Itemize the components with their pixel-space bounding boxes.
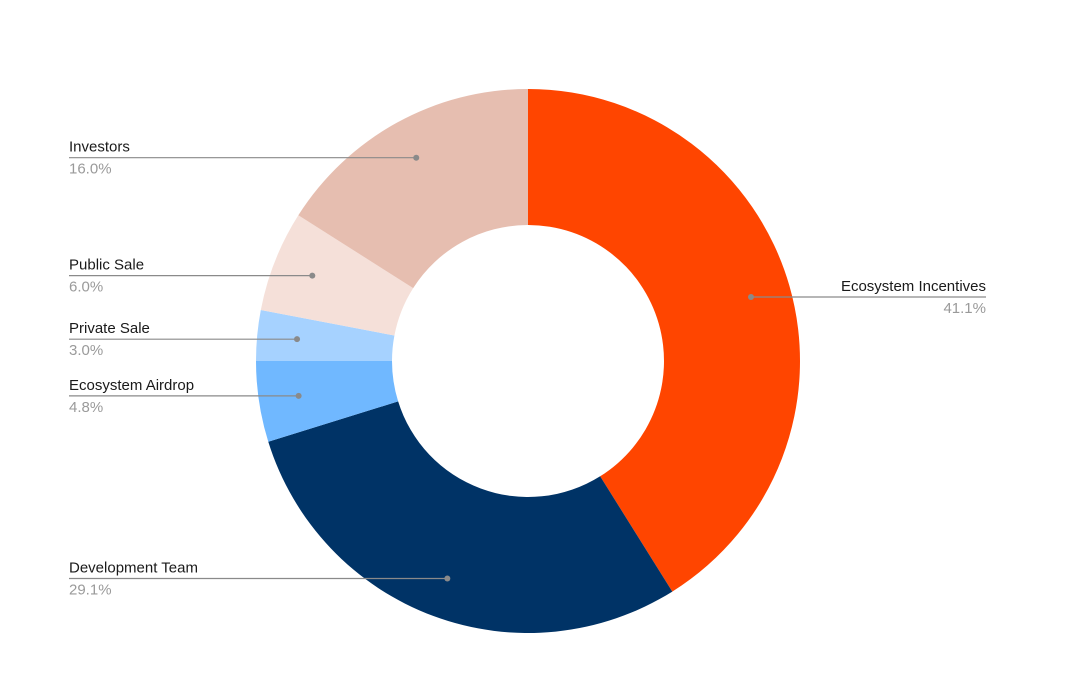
label-group-investors: Investors 16.0%: [69, 139, 420, 178]
slice-value-development-team: 29.1%: [69, 582, 112, 599]
label-group-ecosystem-incentives: Ecosystem Incentives 41.1%: [747, 278, 986, 317]
slice-value-investors: 16.0%: [69, 161, 112, 178]
label-group-ecosystem-airdrop: Ecosystem Airdrop 4.8%: [69, 377, 302, 416]
slice-ecosystem-incentives: [528, 89, 800, 592]
slice-value-ecosystem-airdrop: 4.8%: [69, 399, 103, 416]
slice-public-sale: [260, 215, 414, 336]
slice-development-team: [268, 401, 673, 634]
label-group-development-team: Development Team 29.1%: [69, 560, 451, 599]
slice-ecosystem-airdrop: [256, 361, 399, 442]
slices-layer: [256, 89, 800, 634]
slice-label-private-sale: Private Sale: [69, 320, 150, 337]
slice-value-public-sale: 6.0%: [69, 279, 103, 296]
slice-value-ecosystem-incentives: 41.1%: [943, 300, 986, 317]
leader-dot-ecosystem-airdrop: [295, 392, 302, 399]
label-group-public-sale: Public Sale 6.0%: [69, 257, 316, 296]
leader-dot-public-sale: [309, 272, 316, 279]
leader-dot-ecosystem-incentives: [747, 293, 754, 300]
slice-value-private-sale: 3.0%: [69, 342, 103, 359]
slice-private-sale: [256, 310, 395, 361]
leader-dot-investors: [413, 154, 420, 161]
label-group-private-sale: Private Sale 3.0%: [69, 320, 301, 359]
slice-label-investors: Investors: [69, 139, 130, 156]
slice-label-development-team: Development Team: [69, 560, 198, 577]
slice-label-public-sale: Public Sale: [69, 257, 144, 274]
labels-layer: Ecosystem Incentives 41.1% Development Tea…: [69, 139, 986, 599]
slice-investors: [298, 89, 528, 289]
slice-label-ecosystem-airdrop: Ecosystem Airdrop: [69, 377, 194, 394]
leader-dot-development-team: [444, 575, 451, 582]
leader-dot-private-sale: [294, 336, 301, 343]
slice-label-ecosystem-incentives: Ecosystem Incentives: [841, 278, 986, 295]
